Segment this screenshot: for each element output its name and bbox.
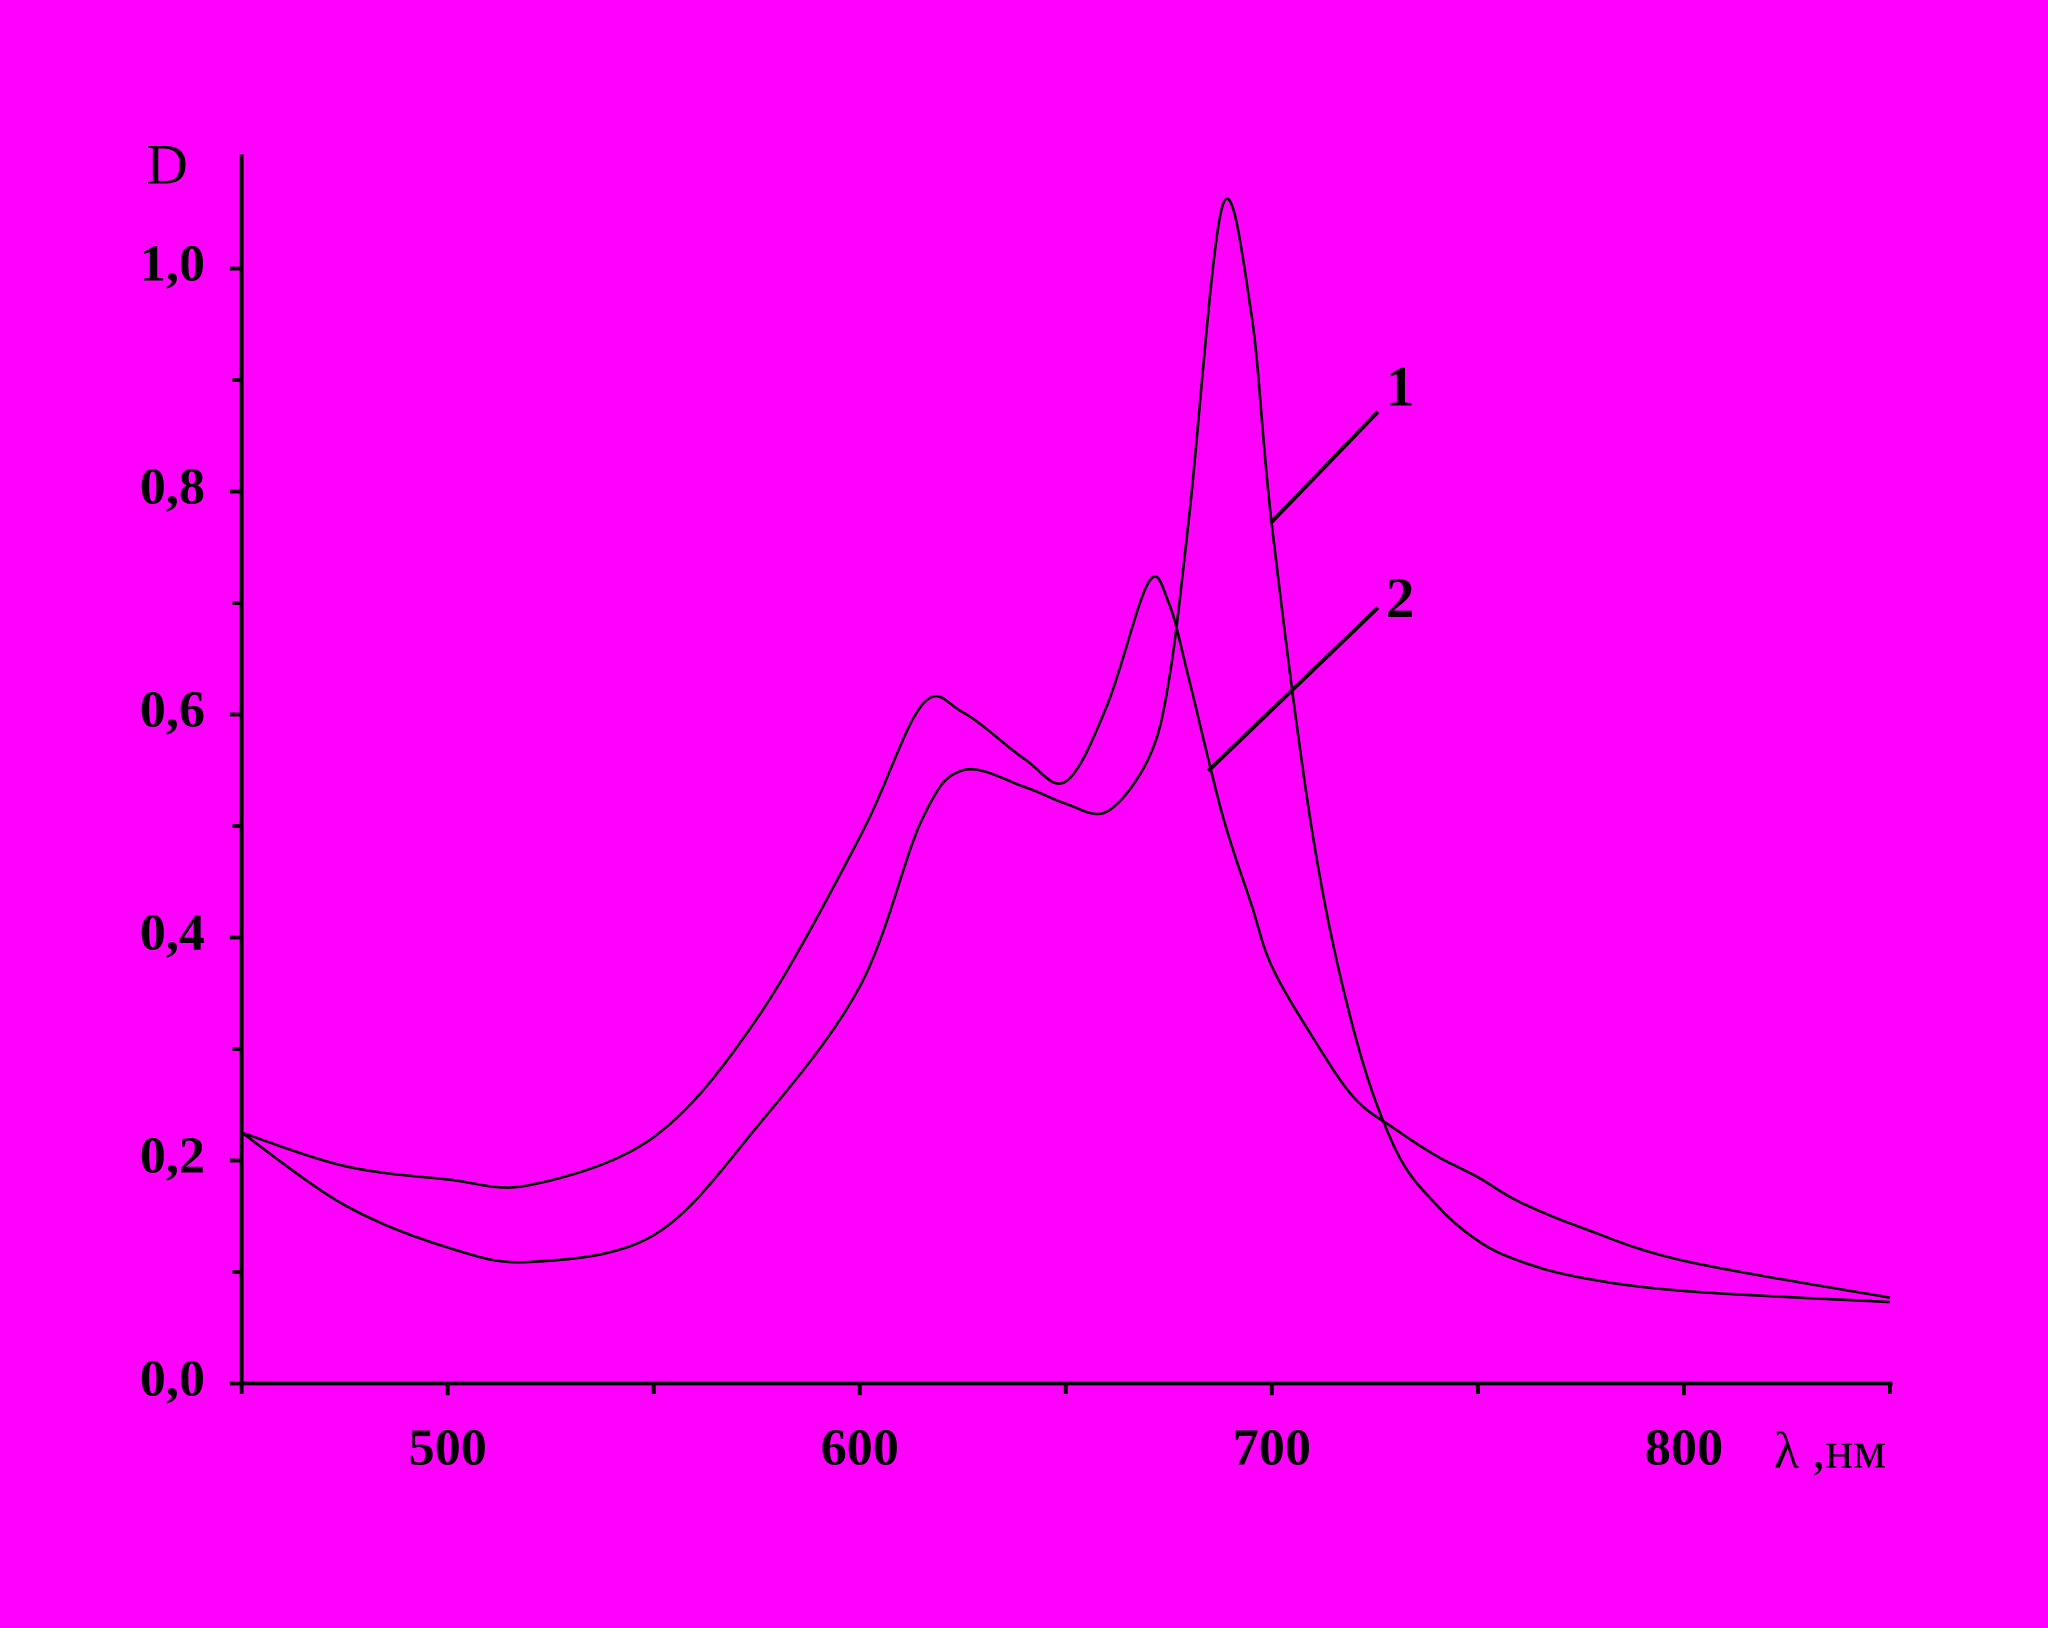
y-tick-label: 0,4 [140, 903, 205, 961]
series-label: 2 [1386, 567, 1415, 630]
x-tick-label: 500 [408, 1419, 486, 1477]
y-axis-label: D [146, 133, 188, 196]
y-tick-label: 1,0 [140, 235, 205, 293]
y-tick-label: 0,6 [140, 680, 205, 738]
x-tick-label: 800 [1645, 1419, 1723, 1477]
x-axis-label: λ ,нм [1774, 1421, 1886, 1479]
y-tick-label: 0,0 [140, 1349, 205, 1407]
y-tick-label: 0,2 [140, 1126, 205, 1184]
leader-line [1206, 606, 1380, 773]
leader-line [1269, 410, 1380, 525]
series-line [241, 575, 1891, 1299]
x-tick-label: 600 [821, 1419, 899, 1477]
series-label: 1 [1386, 355, 1415, 418]
y-tick-label: 0,8 [140, 457, 205, 515]
series-line [240, 197, 1891, 1304]
x-tick-label: 700 [1233, 1419, 1311, 1477]
